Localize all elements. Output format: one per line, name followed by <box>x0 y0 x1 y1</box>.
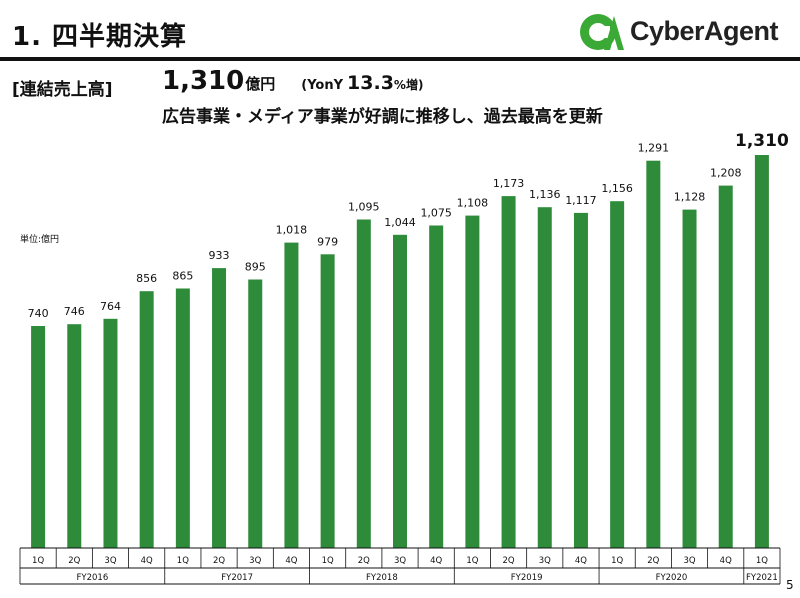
bar-value-label: 746 <box>64 305 85 318</box>
ca-logo-icon <box>580 14 624 50</box>
bar-value-label: 1,075 <box>420 207 452 220</box>
page-title: 1. 四半期決算 <box>12 22 188 52</box>
chart-bar <box>284 242 299 548</box>
unit-note: 単位:億円 <box>20 235 60 245</box>
x-tick-label: 4Q <box>720 556 732 566</box>
chart-bar <box>537 207 552 548</box>
yoy-suffix: %増) <box>393 78 424 92</box>
x-tick-label: 1Q <box>177 556 189 566</box>
chart-bar <box>646 160 661 548</box>
x-group-label: FY2019 <box>511 573 543 583</box>
chart-bar <box>429 225 444 548</box>
chart-bar <box>501 196 516 548</box>
x-tick-label: 4Q <box>430 556 442 566</box>
bar-value-label: 1,018 <box>276 224 308 237</box>
bar-value-label: 1,117 <box>565 194 597 207</box>
headline: 1,310億円 (YonY 13.3%増) <box>162 66 423 96</box>
chart-bar <box>248 279 263 548</box>
yoy-prefix: (YonY <box>301 78 344 93</box>
bar-value-label: 1,044 <box>384 216 416 229</box>
headline-value: 1,310 <box>162 66 245 96</box>
x-tick-label: 2Q <box>358 556 370 566</box>
chart-bar <box>67 324 82 548</box>
chart-bar <box>31 326 46 548</box>
summary-subline: 広告事業・メディア事業が好調に推移し、過去最高を更新 <box>162 107 603 127</box>
bar-value-label: 856 <box>136 272 157 285</box>
yoy-value: 13.3 <box>347 72 394 94</box>
chart-bar <box>139 291 154 548</box>
x-tick-label: 2Q <box>647 556 659 566</box>
x-tick-label: 2Q <box>503 556 515 566</box>
x-tick-label: 3Q <box>104 556 116 566</box>
x-group-label: FY2018 <box>366 573 398 583</box>
x-tick-label: 1Q <box>756 556 768 566</box>
bar-value-label: 1,108 <box>457 197 489 210</box>
chart-bar <box>610 201 625 548</box>
bar-value-label: 1,156 <box>601 182 633 195</box>
bar-value-label: 1,128 <box>674 191 706 204</box>
segment-label: [連結売上高] <box>12 80 113 100</box>
bar-value-label: 1,291 <box>638 142 670 155</box>
x-tick-label: 1Q <box>322 556 334 566</box>
bar-value-label: 764 <box>100 300 121 313</box>
title-divider <box>0 57 800 61</box>
chart-bar <box>103 318 118 548</box>
bar-value-label: 1,136 <box>529 188 561 201</box>
chart-bar <box>573 212 588 548</box>
bar-value-label: 865 <box>172 270 193 283</box>
x-tick-label: 3Q <box>539 556 551 566</box>
x-tick-label: 1Q <box>611 556 623 566</box>
x-group-label: FY2017 <box>221 573 253 583</box>
x-group-label: FY2021 <box>746 573 778 583</box>
chart-bar <box>320 254 335 549</box>
headline-unit: 億円 <box>245 75 276 93</box>
chart-bar <box>465 215 480 548</box>
x-tick-label: 1Q <box>32 556 44 566</box>
x-tick-label: 3Q <box>394 556 406 566</box>
x-tick-label: 1Q <box>466 556 478 566</box>
x-tick-label: 4Q <box>285 556 297 566</box>
chart-bar <box>718 185 733 548</box>
chart-bar <box>212 268 227 548</box>
page-number: 5 <box>786 578 794 592</box>
x-tick-label: 4Q <box>141 556 153 566</box>
bar-value-label: 895 <box>245 261 266 274</box>
x-tick-label: 2Q <box>213 556 225 566</box>
bar-value-label: 1,173 <box>493 177 525 190</box>
chart-bar <box>682 209 697 548</box>
chart-bar <box>754 155 769 548</box>
x-tick-label: 4Q <box>575 556 587 566</box>
chart-bar <box>356 219 371 548</box>
bar-value-label: 1,310 <box>735 131 789 151</box>
x-tick-label: 2Q <box>68 556 80 566</box>
bar-value-label: 740 <box>28 307 49 320</box>
bar-value-label: 979 <box>317 235 338 248</box>
x-group-label: FY2020 <box>656 573 688 583</box>
logo-wordmark: CyberAgent <box>630 16 779 46</box>
chart-bar <box>175 288 190 548</box>
bar-value-label: 1,095 <box>348 201 380 214</box>
bar-value-label: 1,208 <box>710 167 742 180</box>
x-tick-label: 3Q <box>683 556 695 566</box>
bar-value-label: 933 <box>209 249 230 262</box>
x-tick-label: 3Q <box>249 556 261 566</box>
x-group-label: FY2016 <box>77 573 109 583</box>
chart-bar <box>393 234 407 549</box>
